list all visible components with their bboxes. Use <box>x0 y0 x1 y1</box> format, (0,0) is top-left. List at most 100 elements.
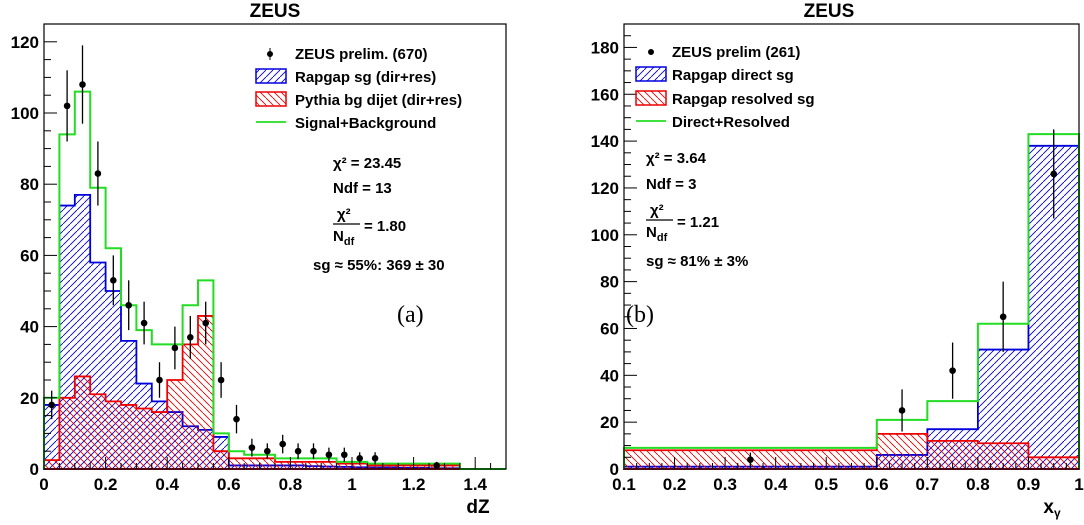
b-y-tick-label-9: 180 <box>591 38 619 57</box>
a-x-tick-label-1: 0.2 <box>94 475 118 494</box>
a-data-point-17 <box>310 447 317 455</box>
b-data-point-4 <box>1050 170 1058 178</box>
b-x-tick-label-0: 0.1 <box>612 475 636 494</box>
b-x-tick-label-3: 0.4 <box>764 475 788 494</box>
a-data-point-11 <box>217 376 225 384</box>
b-series-3-sum-line <box>623 133 1080 469</box>
a-panel-label: (a) <box>397 302 424 328</box>
a-data-point-22 <box>433 462 441 469</box>
a-data-point-14 <box>264 447 271 455</box>
b-ratio-denominator: Ndf <box>646 224 668 244</box>
b-signal-fraction: sg ≈ 81% ± 3% <box>646 253 748 270</box>
a-legend-data: ZEUS prelim. (670) <box>295 46 428 63</box>
a-y-tick-label-3: 60 <box>20 246 39 265</box>
b-y-tick-label-2: 40 <box>600 366 619 385</box>
b-chi2: χ² = 3.64 <box>646 150 707 167</box>
b-data-point-0 <box>747 456 754 463</box>
b-chart-title: ZEUS <box>804 1 855 22</box>
b-data-points <box>747 129 1058 467</box>
a-y-tick-label-6: 120 <box>11 33 39 52</box>
b-ratio-numerator: χ² <box>650 202 664 219</box>
a-data-points <box>48 45 441 469</box>
b-ndf: Ndf = 3 <box>646 176 696 193</box>
a-data-point-3 <box>94 170 102 177</box>
a-data-point-7 <box>156 376 163 384</box>
a-y-tick-label-1: 20 <box>20 389 39 408</box>
b-x-tick-label-9: 1 <box>1074 475 1083 494</box>
b-x-tick-label-8: 0.9 <box>1017 475 1041 494</box>
a-data-point-8 <box>171 344 179 352</box>
a-data-point-2 <box>79 81 86 88</box>
b-axis-ticks: 0.1 0.2 0.3 0.4 0.5 0.6 0.7 0.8 0.9 1 0 20 40 60 80 100… <box>591 35 1084 494</box>
a-axis-ticks: 0 0.2 0.4 0.6 0.8 1 1.2 1.4 0 20 40 60 80 100 120 <box>11 33 492 494</box>
b-y-tick-label-4: 80 <box>600 273 619 292</box>
a-data-point-1 <box>63 102 71 110</box>
a-chi2: χ² = 23.45 <box>333 155 401 172</box>
b-x-axis-label: xγ <box>1043 497 1061 520</box>
a-data-point-0 <box>48 401 55 409</box>
b-x-tick-label-7: 0.8 <box>966 475 990 494</box>
a-ratio-numerator: χ² <box>337 206 351 223</box>
b-legend-marker-data <box>648 49 654 55</box>
b-y-tick-label-7: 140 <box>591 132 619 151</box>
a-x-tick-label-4: 0.8 <box>279 475 303 494</box>
a-data-point-21 <box>371 455 379 462</box>
b-legend-sum: Direct+Resolved <box>672 114 790 131</box>
a-ratio-value: = 1.80 <box>364 218 406 235</box>
a-data-point-5 <box>125 301 132 309</box>
a-chart-title: ZEUS <box>250 1 301 22</box>
b-legend: ZEUS prelim (261) Rapgap direct sg Rapga… <box>635 44 815 131</box>
b-x-tick-label-2: 0.3 <box>713 475 737 494</box>
a-data-point-18 <box>325 451 333 459</box>
a-legend-sum: Signal+Background <box>295 115 436 132</box>
a-x-tick-label-5: 1 <box>347 475 356 494</box>
a-x-tick-label-0: 0 <box>39 475 48 494</box>
b-y-tick-label-1: 20 <box>600 413 619 432</box>
a-ratio-denominator: Ndf <box>333 228 355 248</box>
a-y-tick-label-2: 40 <box>20 318 39 337</box>
a-x-tick-label-7: 1.4 <box>463 475 487 494</box>
a-data-point-16 <box>294 447 302 455</box>
a-data-point-19 <box>341 451 348 459</box>
a-legend-signal: Rapgap sg (dir+res) <box>295 69 436 86</box>
b-x-tick-label-6: 0.7 <box>916 475 940 494</box>
chart-b: 0.1 0.2 0.3 0.4 0.5 0.6 0.7 0.8 0.9 1 0 20 40 60 80 100… <box>591 1 1084 520</box>
b-y-tick-label-0: 0 <box>610 460 619 479</box>
a-fit-stats: χ² = 23.45 Ndf = 13 χ² Ndf = 1.80 sg ≈ 5… <box>313 155 445 274</box>
b-panel-label: (b) <box>626 302 654 328</box>
a-legend-swatch-background <box>255 91 287 107</box>
b-series-1-hist <box>623 144 1080 470</box>
a-x-tick-label-3: 0.6 <box>217 475 241 494</box>
b-ratio-value: = 1.21 <box>677 214 719 231</box>
a-data-point-12 <box>233 415 240 423</box>
a-y-tick-label-5: 100 <box>11 104 39 123</box>
b-x-tick-label-5: 0.6 <box>865 475 889 494</box>
a-data-point-10 <box>202 319 209 327</box>
b-legend-data: ZEUS prelim (261) <box>672 44 800 61</box>
b-legend-resolved: Rapgap resolved sg <box>672 91 815 108</box>
b-y-tick-label-3: 60 <box>600 319 619 338</box>
a-data-point-6 <box>140 319 148 327</box>
a-legend-swatch-signal <box>255 68 287 84</box>
b-legend-swatch-resolved <box>635 90 667 106</box>
b-y-tick-label-8: 160 <box>591 85 619 104</box>
a-x-tick-label-6: 1.2 <box>402 475 426 494</box>
b-x-tick-label-1: 0.2 <box>663 475 687 494</box>
b-y-tick-label-5: 100 <box>591 226 619 245</box>
a-data-point-9 <box>187 333 194 341</box>
b-data-point-3 <box>999 313 1007 321</box>
a-y-tick-label-4: 80 <box>20 175 39 194</box>
b-data-point-1 <box>898 407 906 414</box>
a-data-point-4 <box>110 277 117 284</box>
chart-a: 0 0.2 0.4 0.6 0.8 1 1.2 1.4 0 20 40 60 80 100 120 ZEUS… <box>11 1 507 518</box>
a-data-point-13 <box>248 444 256 451</box>
a-legend-background: Pythia bg dijet (dir+res) <box>295 92 462 109</box>
a-signal-fraction: sg ≈ 55%: 369 ± 30 <box>313 257 445 274</box>
a-x-axis-label: dZ <box>466 497 490 518</box>
b-y-tick-label-6: 120 <box>591 179 619 198</box>
a-series-3-sum-line <box>43 90 506 470</box>
b-fit-stats: χ² = 3.64 Ndf = 3 χ² Ndf = 1.21 sg ≈ 81%… <box>646 150 748 270</box>
a-legend: ZEUS prelim. (670) Rapgap sg (dir+res) P… <box>255 46 462 132</box>
